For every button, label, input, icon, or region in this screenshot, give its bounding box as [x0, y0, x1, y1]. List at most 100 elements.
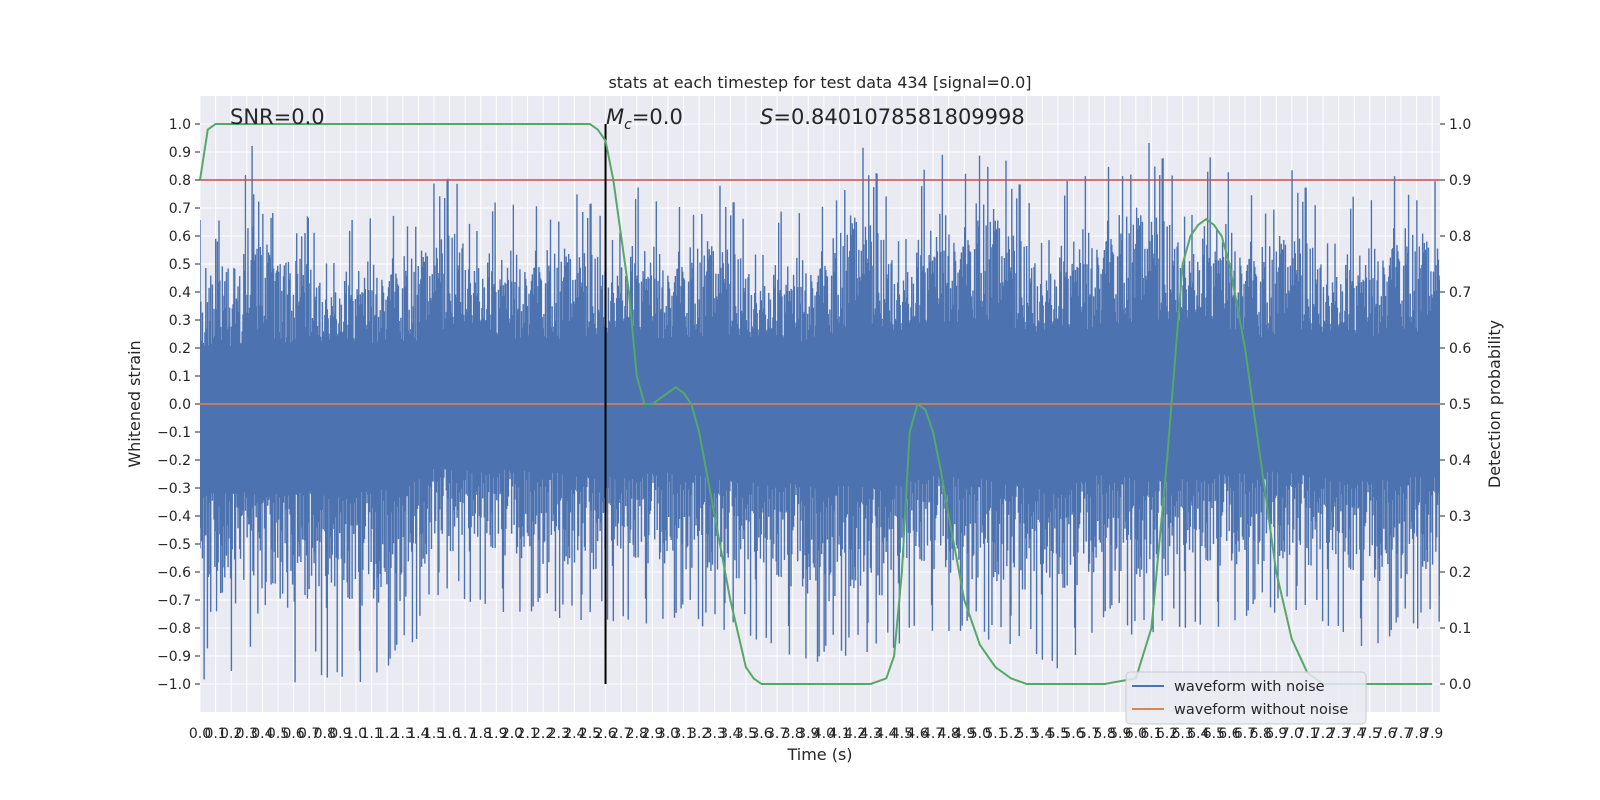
x-tick-label: 3.4	[719, 726, 741, 742]
s-annotation: S=0.8401078581809998	[760, 105, 1025, 129]
y-left-tick-label: −0.3	[157, 481, 191, 497]
x-tick-label: 4.4	[875, 726, 897, 742]
x-tick-label: 0.6	[282, 726, 304, 742]
x-tick-label: 7.4	[1343, 726, 1365, 742]
y-right-tick-label: 0.5	[1449, 397, 1471, 413]
y-right-tick-label: 0.3	[1449, 509, 1471, 525]
x-tick-label: 5.9	[1109, 726, 1131, 742]
x-tick-label: 2.7	[610, 726, 632, 742]
x-tick-label: 5.5	[1047, 726, 1069, 742]
x-tick-label: 1.9	[485, 726, 507, 742]
x-tick-label: 5.7	[1078, 726, 1100, 742]
y-left-tick-label: 0.9	[169, 145, 191, 161]
x-tick-label: 2.9	[641, 726, 663, 742]
y-left-tick-label: 0.8	[169, 173, 191, 189]
x-tick-label: 4.8	[938, 726, 960, 742]
x-tick-label: 3.0	[657, 726, 679, 742]
y-left-tick-label: 0.3	[169, 313, 191, 329]
legend-label-noisy: waveform with noise	[1174, 679, 1325, 695]
x-tick-label: 4.3	[860, 726, 882, 742]
y-axis-left-ticks: 1.0 0.9 0.8 0.7 0.6 0.5 0.4 0.3 0.2 0.1 0.0 −0.1 −0.…	[157, 117, 200, 693]
chart-title: stats at each timestep for test data 434…	[608, 73, 1031, 92]
x-axis-label: Time (s)	[786, 745, 852, 764]
x-tick-label: 7.7	[1390, 726, 1412, 742]
y-left-tick-label: 0.0	[169, 397, 191, 413]
x-tick-label: 4.2	[844, 726, 866, 742]
y-left-tick-label: −0.5	[157, 537, 191, 553]
x-tick-label: 0.9	[329, 726, 351, 742]
x-tick-label: 1.3	[392, 726, 414, 742]
x-tick-label: 3.3	[704, 726, 726, 742]
x-tick-label: 3.1	[672, 726, 694, 742]
x-tick-label: 2.1	[516, 726, 538, 742]
x-tick-label: 0.1	[204, 726, 226, 742]
y-left-tick-label: −0.4	[157, 509, 191, 525]
x-axis-ticks: 0.00.10.20.30.40.50.60.70.80.91.01.11.21…	[189, 726, 1443, 742]
y-right-tick-label: 0.6	[1449, 341, 1471, 357]
x-tick-label: 6.9	[1265, 726, 1287, 742]
detection-probability-line	[199, 123, 1433, 685]
x-tick-label: 1.4	[407, 726, 429, 742]
x-tick-label: 4.5	[891, 726, 913, 742]
x-tick-label: 7.0	[1281, 726, 1303, 742]
x-tick-label: 2.0	[501, 726, 523, 742]
y-left-tick-label: −0.6	[157, 565, 191, 581]
chirp-mass-subscript: c	[624, 117, 632, 133]
y-right-tick-label: 0.1	[1449, 621, 1471, 637]
x-tick-label: 5.8	[1094, 726, 1116, 742]
x-tick-label: 6.1	[1140, 726, 1162, 742]
x-tick-label: 5.3	[1016, 726, 1038, 742]
x-tick-label: 1.0	[345, 726, 367, 742]
y-left-tick-label: −0.8	[157, 621, 191, 637]
y-left-tick-label: −0.1	[157, 425, 191, 441]
x-tick-label: 0.2	[220, 726, 242, 742]
x-tick-label: 0.5	[267, 726, 289, 742]
x-tick-label: 4.7	[922, 726, 944, 742]
x-tick-label: 7.3	[1327, 726, 1349, 742]
y-left-tick-label: 0.1	[169, 369, 191, 385]
y-right-tick-label: 1.0	[1449, 117, 1471, 133]
y-right-tick-label: 0.7	[1449, 285, 1471, 301]
x-tick-label: 0.0	[189, 726, 211, 742]
x-tick-label: 3.9	[797, 726, 819, 742]
x-tick-label: 6.7	[1234, 726, 1256, 742]
y-left-tick-label: 0.6	[169, 229, 191, 245]
x-tick-label: 1.5	[423, 726, 445, 742]
y-right-tick-label: 0.2	[1449, 565, 1471, 581]
y-left-tick-label: 1.0	[169, 117, 191, 133]
x-tick-label: 6.2	[1156, 726, 1178, 742]
x-tick-label: 4.6	[906, 726, 928, 742]
y-left-tick-label: −0.7	[157, 593, 191, 609]
chirp-mass-value: =0.0	[632, 105, 683, 129]
x-tick-label: 6.5	[1203, 726, 1225, 742]
y-left-tick-label: 0.4	[169, 285, 191, 301]
x-tick-label: 5.2	[1000, 726, 1022, 742]
x-tick-label: 5.6	[1062, 726, 1084, 742]
x-tick-label: 3.2	[688, 726, 710, 742]
x-tick-label: 0.8	[314, 726, 336, 742]
x-tick-label: 1.1	[360, 726, 382, 742]
x-tick-label: 3.6	[750, 726, 772, 742]
y-left-tick-label: −1.0	[157, 677, 191, 693]
y-right-tick-label: 0.9	[1449, 173, 1471, 189]
x-tick-label: 0.3	[236, 726, 258, 742]
chirp-mass-symbol: M	[606, 105, 624, 129]
snr-annotation: SNR=0.0	[230, 105, 325, 129]
y-left-tick-label: −0.2	[157, 453, 191, 469]
x-tick-label: 1.2	[376, 726, 398, 742]
y-left-tick-label: 0.7	[169, 201, 191, 217]
x-tick-label: 0.7	[298, 726, 320, 742]
x-tick-label: 3.8	[782, 726, 804, 742]
x-tick-label: 4.1	[828, 726, 850, 742]
x-tick-label: 6.6	[1218, 726, 1240, 742]
y-right-tick-label: 0.8	[1449, 229, 1471, 245]
s-symbol: S	[760, 105, 773, 129]
x-tick-label: 1.7	[454, 726, 476, 742]
legend-box	[1125, 671, 1367, 725]
x-tick-label: 1.6	[438, 726, 460, 742]
x-tick-label: 4.0	[813, 726, 835, 742]
y-left-tick-label: −0.9	[157, 649, 191, 665]
x-tick-label: 3.5	[735, 726, 757, 742]
x-tick-label: 7.5	[1359, 726, 1381, 742]
